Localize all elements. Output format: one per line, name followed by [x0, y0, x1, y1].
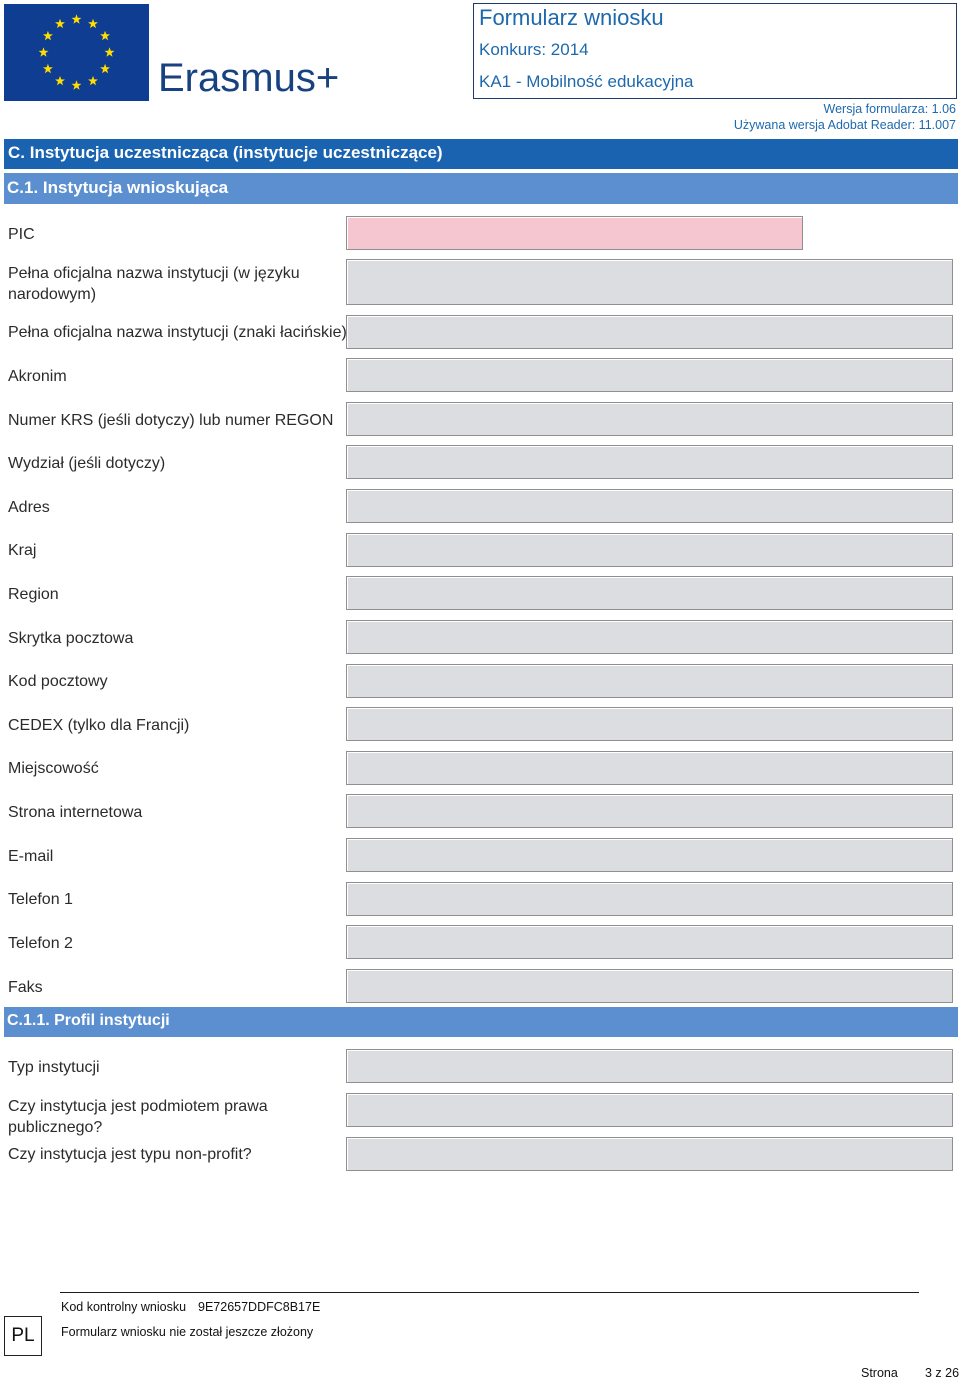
section-header-c11: C.1.1. Profil instytucji [4, 1007, 958, 1037]
eu-star-icon [104, 47, 115, 57]
label-public-body: Czy instytucja jest podmiotem prawa publ… [8, 1098, 268, 1136]
acronym-input[interactable] [346, 358, 953, 392]
label-country: Kraj [8, 542, 37, 559]
label-full-name-national: Pełna oficjalna nazwa instytucji (w języ… [8, 265, 300, 303]
department-input[interactable] [346, 445, 953, 479]
address-input[interactable] [346, 489, 953, 523]
eu-star-icon [88, 75, 98, 86]
page-label: Strona [861, 1366, 898, 1380]
label-email: E-mail [8, 848, 54, 865]
full-name-latin-input[interactable] [346, 315, 953, 349]
page-number: 3 z 26 [925, 1366, 960, 1380]
label-acronym: Akronim [8, 368, 67, 385]
eu-flag-logo [4, 4, 149, 101]
form-version: Wersja formularza: 1.06 [823, 102, 956, 116]
phone2-input[interactable] [346, 925, 953, 959]
label-fax: Faks [8, 979, 43, 996]
eu-star-icon [71, 14, 82, 24]
checksum-label: Kod kontrolny wniosku [61, 1300, 187, 1314]
section-header-c1: C.1. Instytucja wnioskująca [4, 173, 958, 204]
eu-star-icon [88, 18, 98, 29]
eu-star-icon [100, 63, 111, 74]
eu-star-icon [71, 80, 82, 90]
form-title: Formularz wniosku [479, 5, 664, 30]
website-input[interactable] [346, 794, 953, 828]
label-po-box: Skrytka pocztowa [8, 630, 134, 647]
label-phone1: Telefon 1 [8, 891, 73, 908]
label-non-profit: Czy instytucja jest typu non-profit? [8, 1146, 252, 1163]
eu-star-icon [38, 47, 49, 57]
full-name-national-input[interactable] [346, 259, 953, 305]
label-postal-code: Kod pocztowy [8, 673, 108, 690]
public-body-select[interactable] [346, 1093, 953, 1127]
po-box-input[interactable] [346, 620, 953, 654]
cedex-input[interactable] [346, 707, 953, 741]
fax-input[interactable] [346, 969, 953, 1003]
city-input[interactable] [346, 751, 953, 785]
label-city: Miejscowość [8, 760, 99, 777]
label-pic: PIC [8, 226, 35, 243]
form-title-box [473, 3, 957, 99]
eu-star-icon [55, 18, 65, 29]
label-address: Adres [8, 499, 50, 516]
phone1-input[interactable] [346, 882, 953, 916]
eu-star-icon [42, 63, 53, 74]
reader-version: Używana wersja Adobat Reader: 11.007 [733, 118, 956, 132]
checksum-value: 9E72657DDFC8B17E [198, 1300, 321, 1314]
pic-input[interactable] [346, 216, 803, 250]
region-input[interactable] [346, 576, 953, 610]
country-input[interactable] [346, 533, 953, 567]
institution-type-select[interactable] [346, 1049, 953, 1083]
label-region: Region [8, 586, 59, 603]
eu-star-icon [55, 75, 65, 86]
key-action: KA1 - Mobilność edukacyjna [479, 72, 694, 91]
label-institution-type: Typ instytucji [8, 1059, 100, 1076]
eu-star-icon [100, 30, 111, 41]
language-badge: PL [4, 1316, 42, 1356]
submission-status: Formularz wniosku nie został jeszcze zło… [61, 1325, 314, 1339]
label-full-name-latin: Pełna oficjalna nazwa instytucji (znaki … [8, 324, 347, 341]
label-department: Wydział (jeśli dotyczy) [8, 455, 166, 472]
postal-code-input[interactable] [346, 664, 953, 698]
section-header-c: C. Instytucja uczestnicząca (instytucje … [4, 139, 958, 169]
eu-star-icon [42, 30, 53, 41]
eu-stars-icon [4, 4, 149, 101]
label-phone2: Telefon 2 [8, 935, 73, 952]
label-cedex: CEDEX (tylko dla Francji) [8, 717, 190, 734]
footer-divider [60, 1292, 919, 1293]
erasmus-plus-logo: Erasmus+ [158, 56, 340, 100]
label-website: Strona internetowa [8, 804, 143, 821]
call-year: Konkurs: 2014 [479, 40, 589, 59]
label-krs-regon: Numer KRS (jeśli dotyczy) lub numer REGO… [8, 412, 334, 429]
krs-regon-input[interactable] [346, 402, 953, 436]
email-input[interactable] [346, 838, 953, 872]
non-profit-select[interactable] [346, 1137, 953, 1171]
